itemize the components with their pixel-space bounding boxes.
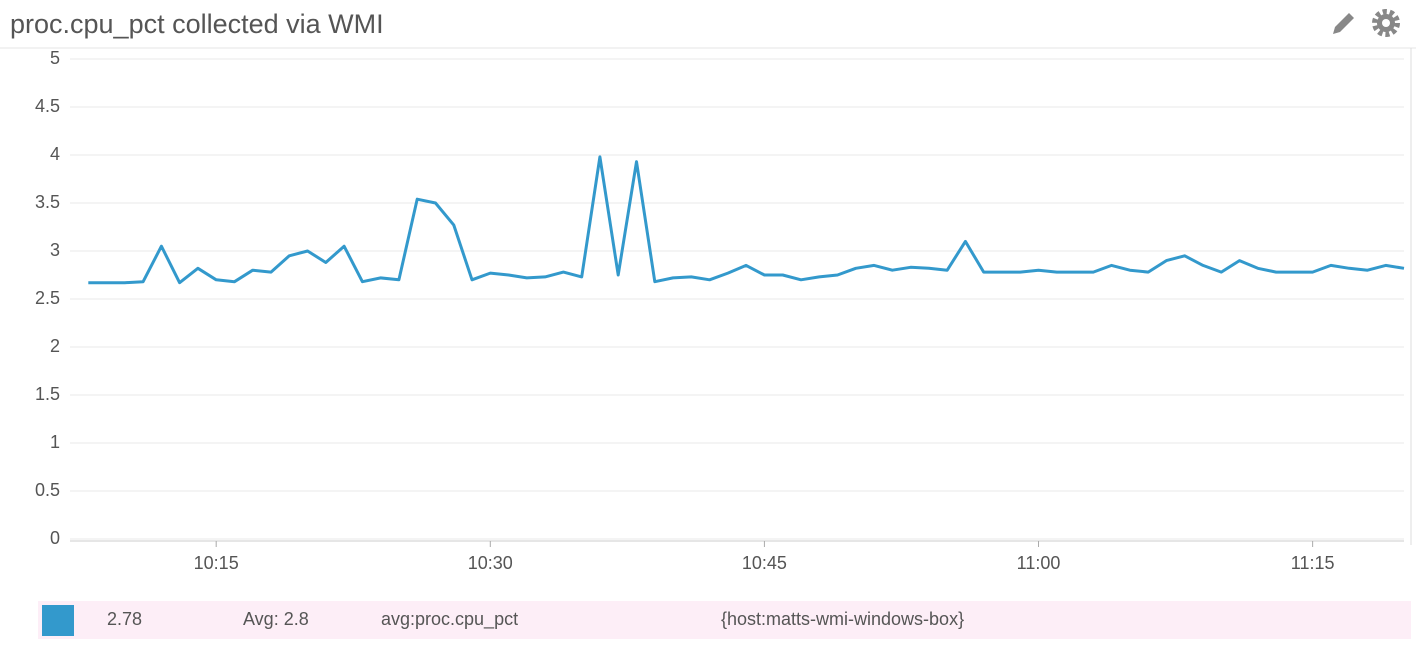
- x-tick-label: 11:15: [1291, 553, 1335, 573]
- legend-swatch: [42, 605, 74, 636]
- x-tick-label: 10:15: [194, 553, 239, 573]
- y-tick-label: 0.5: [35, 480, 60, 500]
- x-tick-label: 10:30: [468, 553, 513, 573]
- y-tick-label: 1: [50, 432, 60, 452]
- series-line: [88, 155, 1405, 285]
- y-tick-label: 1.5: [35, 384, 60, 404]
- legend-scope: {host:matts-wmi-windows-box}: [721, 609, 964, 629]
- y-tick-label: 2: [50, 336, 60, 356]
- y-tick-label: 4.5: [35, 96, 60, 116]
- y-tick-label: 2.5: [35, 288, 60, 308]
- legend-average: Avg: 2.8: [243, 609, 309, 629]
- y-tick-label: 5: [50, 48, 60, 68]
- y-tick-label: 4: [50, 144, 60, 164]
- legend-last-value: 2.78: [107, 609, 142, 629]
- gear-teeth: [1372, 9, 1400, 37]
- gear-hole: [1382, 19, 1390, 27]
- y-tick-label: 0: [50, 528, 60, 548]
- y-tick-label: 3: [50, 240, 60, 260]
- y-tick-label: 3.5: [35, 192, 60, 212]
- widget-title: proc.cpu_pct collected via WMI: [10, 9, 384, 39]
- x-tick-label: 11:00: [1017, 553, 1061, 573]
- legend-row: [38, 601, 1411, 639]
- settings-icon[interactable]: [1372, 9, 1400, 37]
- edit-icon[interactable]: [1333, 13, 1354, 34]
- pencil: [1333, 13, 1354, 34]
- x-tick-label: 10:45: [742, 553, 787, 573]
- legend-name: avg:proc.cpu_pct: [381, 609, 518, 630]
